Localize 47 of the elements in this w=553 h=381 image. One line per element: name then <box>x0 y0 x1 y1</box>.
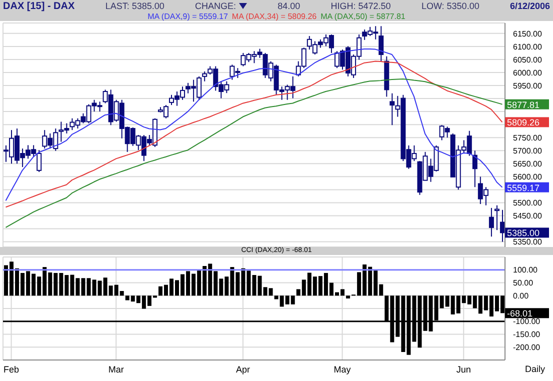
candlestick <box>390 92 395 126</box>
y-tick-label: 5350.00 <box>513 238 542 247</box>
x-tick-label: Apr <box>236 364 250 374</box>
y-tick-label: 5600.00 <box>513 172 542 182</box>
candlestick <box>378 26 384 62</box>
text: MA (DAX,50) = 5877.81 <box>320 12 406 21</box>
y-tick-label: 6050.00 <box>513 55 542 64</box>
chart-title: DAX [15] - DAX <box>3 0 75 12</box>
y-tick-label: -150.00 <box>513 330 541 340</box>
text: -68.01 <box>507 308 533 319</box>
text: MA (DAX,34) = 5809.26 <box>232 12 317 21</box>
text: 84.00 <box>278 1 300 11</box>
y-tick-label: 6100.00 <box>513 42 542 52</box>
text: Daily <box>524 364 545 374</box>
data-label: 5559.17 <box>507 182 540 193</box>
y-tick-label: 5950.00 <box>513 81 542 90</box>
y-tick-label: 6000.00 <box>513 68 542 78</box>
text: MA (DAX,9) = 5559.17 <box>148 12 228 21</box>
x-tick-label: Feb <box>4 364 20 374</box>
candlestick <box>472 150 478 188</box>
text: LOW: 5350.00 <box>421 1 480 11</box>
bar <box>346 296 350 298</box>
y-tick-label: 5450.00 <box>513 212 542 221</box>
y-tick-label: -200.00 <box>513 342 541 352</box>
text: 6/12/2006 <box>510 1 550 11</box>
candlestick <box>488 207 494 238</box>
y-tick-label: 100.00 <box>513 266 538 275</box>
candlestick <box>202 70 208 82</box>
text: LAST: 5385.00 <box>105 1 164 11</box>
y-tick-label: 5500.00 <box>513 198 542 208</box>
y-tick-label: 5750.00 <box>513 133 542 142</box>
x-tick-label: Jun <box>456 364 471 374</box>
text: HIGH: 5472.50 <box>330 1 391 11</box>
x-tick-label: Mar <box>108 364 124 374</box>
x-tick-label: May <box>334 364 352 374</box>
text: 5385.00 <box>507 228 540 238</box>
y-tick-label: 50.00 <box>513 278 534 288</box>
data-label: 5809.26 <box>507 118 540 128</box>
line-series <box>5 78 503 228</box>
y-tick-label: -100.00 <box>513 317 541 326</box>
y-tick-label: 5650.00 <box>513 159 542 168</box>
y-tick-label: 0.00 <box>513 291 530 300</box>
text: CHANGE: <box>194 1 237 11</box>
candlestick <box>494 204 500 231</box>
y-tick-label: 5700.00 <box>513 146 542 156</box>
y-tick-label: 6150.00 <box>513 29 542 38</box>
data-label: 5877.81 <box>507 100 540 110</box>
